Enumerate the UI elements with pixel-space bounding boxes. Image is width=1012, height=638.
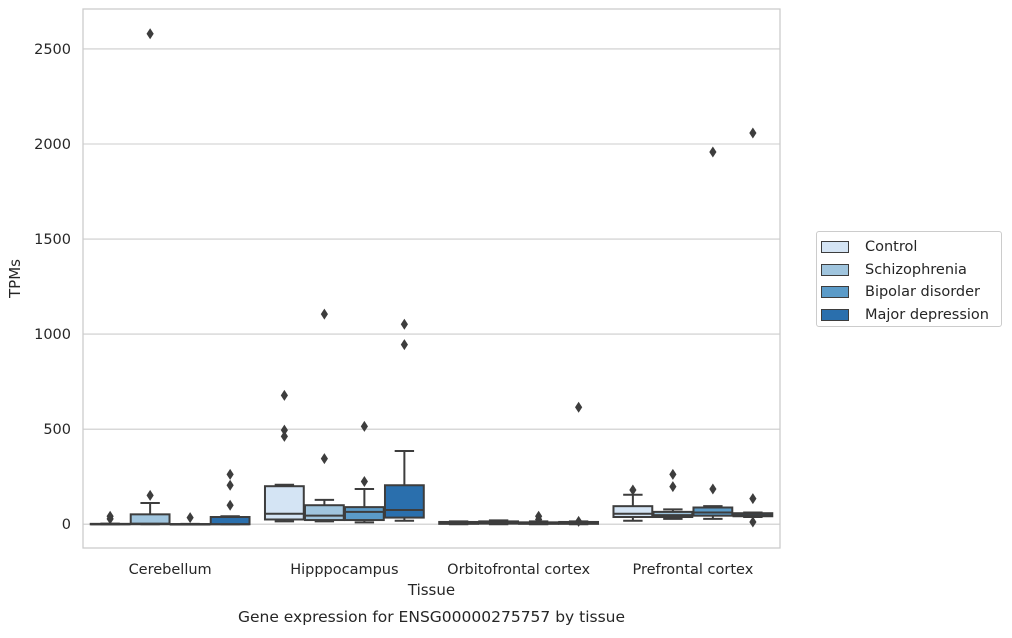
legend: Control Schizophrenia Bipolar disorder Majo… <box>816 231 1002 327</box>
outlier-point <box>146 489 154 501</box>
outlier-point <box>320 453 328 465</box>
outlier-point <box>146 28 154 40</box>
outlier-point <box>709 146 717 158</box>
outlier-point <box>186 512 194 524</box>
x-tick-label: Cerebellum <box>129 562 212 578</box>
y-tick-label: 1500 <box>34 232 71 248</box>
outlier-point <box>749 127 757 139</box>
box-group <box>518 510 560 526</box>
box-group <box>652 468 694 520</box>
y-tick-labels: 0 500 1000 1500 2000 2500 <box>34 42 71 533</box>
x-tick-label: Hipppocampus <box>290 562 398 578</box>
outlier-point <box>360 420 368 432</box>
outlier-point <box>400 339 408 351</box>
box-group <box>169 512 211 526</box>
outlier-point <box>709 483 717 495</box>
outlier-point <box>575 401 583 413</box>
box-iqr <box>209 516 251 526</box>
box-group <box>612 484 654 522</box>
box-group <box>732 127 774 528</box>
legend-item: Schizophrenia <box>817 259 1001 282</box>
box-group <box>692 146 734 520</box>
outlier-point <box>280 389 288 401</box>
box-iqr <box>383 484 425 519</box>
legend-swatch <box>821 286 849 299</box>
outlier-point <box>280 424 288 436</box>
legend-swatch <box>821 308 849 321</box>
box-group <box>129 28 171 526</box>
box-group <box>303 308 345 523</box>
x-tick-label: Prefrontal cortex <box>632 562 753 578</box>
y-axis-label: TPMs <box>6 259 24 299</box>
y-tick-label: 1000 <box>34 327 71 343</box>
x-tick-labels: Cerebellum Hipppocampus Orbitofrontal cort… <box>129 562 754 578</box>
outlier-point <box>226 499 234 511</box>
outlier-point <box>535 510 543 522</box>
legend-swatch <box>821 241 849 254</box>
legend-label: Bipolar disorder <box>865 284 980 301</box>
outlier-point <box>669 468 677 480</box>
outlier-point <box>106 510 114 522</box>
box-group <box>89 510 131 526</box>
legend-item: Major depression <box>817 304 1001 327</box>
y-tick-label: 2500 <box>34 42 71 58</box>
plot-area-background <box>83 9 780 548</box>
x-tick-label: Orbitofrontal cortex <box>447 562 590 578</box>
box-iqr <box>343 506 385 522</box>
plot-frame <box>82 8 781 549</box>
box-group <box>343 420 385 524</box>
box-group <box>438 520 480 526</box>
chart-title: Gene expression for ENSG00000275757 by t… <box>238 608 625 626</box>
legend-label: Schizophrenia <box>865 261 967 278</box>
y-tick-label: 2000 <box>34 137 71 153</box>
y-tick-label: 0 <box>62 517 71 533</box>
outlier-point <box>360 475 368 487</box>
x-axis-label: Tissue <box>407 581 455 599</box>
outlier-point <box>226 468 234 480</box>
outlier-point <box>749 493 757 505</box>
legend-item: Bipolar disorder <box>817 281 1001 304</box>
box-group <box>209 468 251 526</box>
legend-swatch <box>821 263 849 276</box>
outlier-point <box>575 515 583 527</box>
box-iqr <box>303 504 345 522</box>
legend-label: Control <box>865 239 918 256</box>
box-plots <box>89 28 774 528</box>
outlier-point <box>629 484 637 496</box>
box-group <box>558 401 600 527</box>
outlier-point <box>280 430 288 442</box>
legend-item: Control <box>817 236 1001 259</box>
outlier-point <box>320 308 328 320</box>
box-group <box>478 519 520 526</box>
box-iqr <box>612 505 654 519</box>
outlier-point <box>226 479 234 491</box>
outlier-point <box>400 318 408 330</box>
outlier-point <box>749 516 757 528</box>
legend-label: Major depression <box>865 306 989 323</box>
box-group <box>263 389 305 523</box>
box-group <box>383 318 425 522</box>
y-tick-label: 500 <box>43 422 71 438</box>
outlier-point <box>669 481 677 493</box>
